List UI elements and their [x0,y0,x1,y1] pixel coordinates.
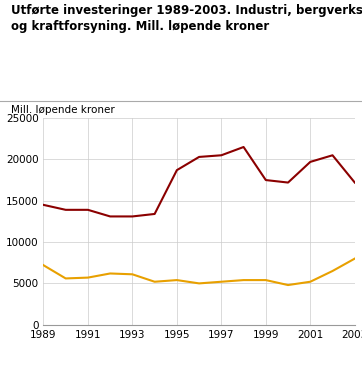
Industri og bergverksdrift [264,178,268,182]
Line: Kraftforsyning: Kraftforsyning [43,259,355,285]
Text: Mill. løpende kroner: Mill. løpende kroner [11,105,115,115]
Kraftforsyning [86,275,90,280]
Industri og bergverksdrift [197,155,201,159]
Industri og bergverksdrift [241,145,246,149]
Kraftforsyning [241,278,246,282]
Kraftforsyning [175,278,179,282]
Kraftforsyning [308,280,312,284]
Kraftforsyning [219,280,223,284]
Industri og bergverksdrift [86,208,90,212]
Legend: Industri og bergverksdrift, Kraftforsyning: Industri og bergverksdrift, Kraftforsyni… [51,367,347,369]
Kraftforsyning [108,271,112,276]
Kraftforsyning [353,256,357,261]
Industri og bergverksdrift [63,208,68,212]
Industri og bergverksdrift [41,203,46,207]
Industri og bergverksdrift [152,212,157,216]
Kraftforsyning [63,276,68,281]
Kraftforsyning [152,280,157,284]
Industri og bergverksdrift [331,153,335,158]
Industri og bergverksdrift [175,168,179,172]
Line: Industri og bergverksdrift: Industri og bergverksdrift [43,147,355,217]
Kraftforsyning [41,263,46,268]
Text: Utførte investeringer 1989-2003. Industri, bergverksdrift
og kraftforsyning. Mil: Utførte investeringer 1989-2003. Industr… [11,4,362,33]
Kraftforsyning [264,278,268,282]
Industri og bergverksdrift [286,180,290,185]
Industri og bergverksdrift [353,180,357,185]
Industri og bergverksdrift [308,160,312,164]
Industri og bergverksdrift [108,214,112,219]
Industri og bergverksdrift [130,214,135,219]
Kraftforsyning [197,281,201,286]
Kraftforsyning [286,283,290,287]
Industri og bergverksdrift [219,153,223,158]
Kraftforsyning [331,269,335,273]
Kraftforsyning [130,272,135,276]
